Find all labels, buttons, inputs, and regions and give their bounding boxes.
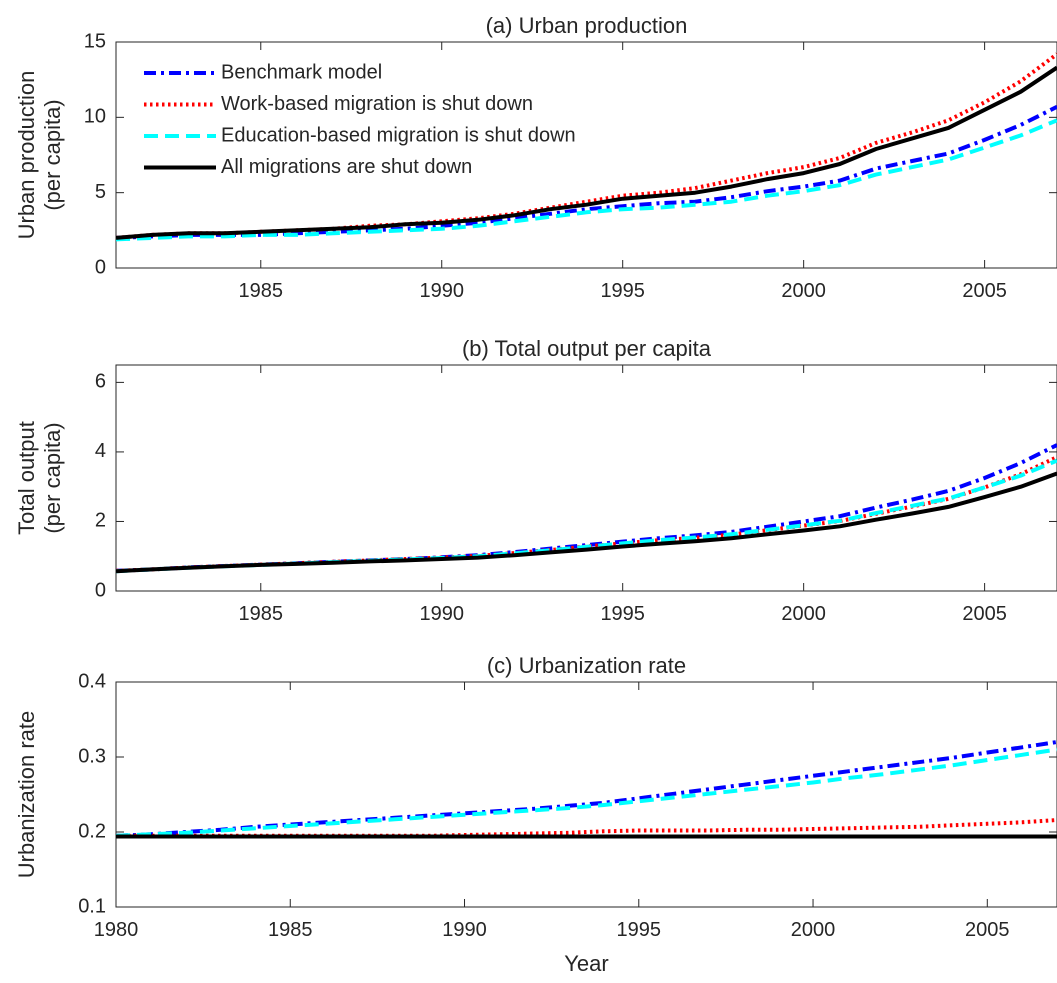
x-tick-label: 1995 (600, 603, 645, 625)
x-tick-label: 1990 (419, 603, 464, 625)
x-tick-label: 2000 (791, 919, 836, 941)
x-tick-label: 1985 (239, 603, 284, 625)
x-tick-label: 2000 (781, 280, 826, 302)
x-tick-label: 1985 (268, 919, 313, 941)
y-tick-label: 2 (95, 510, 106, 532)
x-tick-label: 1980 (94, 919, 139, 941)
x-tick-label: 2005 (962, 603, 1007, 625)
legend-entry: All migrations are shut down (221, 156, 472, 178)
y-axis-label: Urbanization rate (14, 711, 39, 879)
x-tick-label: 1990 (442, 919, 487, 941)
legend: Benchmark model Work-based migration is s… (144, 61, 576, 178)
x-axis-label: Year (564, 951, 608, 976)
y-tick-label: 15 (84, 30, 106, 52)
y-axis-label: (per capita) (40, 99, 65, 210)
plot-area (115, 681, 1057, 908)
plot-area (115, 364, 1057, 592)
y-tick-label: 6 (95, 371, 106, 393)
series-line-all-migrations-are-shut-down (116, 65, 1057, 240)
chart-title: (b) Total output per capita (462, 336, 712, 361)
x-tick-label: 2005 (965, 919, 1010, 941)
x-tick-label: 1985 (239, 280, 284, 302)
y-tick-label: 0 (95, 256, 106, 278)
y-axis-label: (per capita) (40, 422, 65, 533)
y-tick-label: 0.3 (78, 745, 106, 767)
x-tick-label: 1995 (600, 280, 645, 302)
x-tick-label: 1990 (419, 280, 464, 302)
y-tick-label: 5 (95, 181, 106, 203)
y-tick-label: 0.4 (78, 670, 106, 692)
y-tick-label: 0 (95, 579, 106, 601)
y-tick-label: 0.1 (78, 895, 106, 917)
y-axis-label: Total output (14, 421, 39, 535)
y-tick-label: 10 (84, 106, 106, 128)
series-line-education-based-migration-is-shut-down (116, 747, 1057, 838)
chart-title: (a) Urban production (486, 13, 688, 38)
y-axis-label: Urban production (14, 71, 39, 240)
legend-entry: Benchmark model (221, 61, 382, 83)
series-line-education-based-migration-is-shut-down (116, 118, 1057, 242)
legend-entry: Education-based migration is shut down (221, 124, 576, 146)
x-tick-label: 1995 (617, 919, 662, 941)
panel-2: (b) Total output per capita Total output(… (14, 336, 1057, 625)
x-tick-label: 2000 (781, 603, 826, 625)
y-tick-label: 4 (95, 440, 106, 462)
panel-1: (a) Urban production Urban production (per… (14, 13, 1057, 302)
legend-entry: Work-based migration is shut down (221, 93, 533, 115)
x-tick-label: 2005 (962, 280, 1007, 302)
y-tick-label: 0.2 (78, 820, 106, 842)
series-line-all-migrations-are-shut-down (116, 471, 1057, 574)
chart-title: (c) Urbanization rate (487, 653, 686, 678)
panel-3: (c) Urbanization rate Urbanization rate Ye… (14, 653, 1057, 976)
